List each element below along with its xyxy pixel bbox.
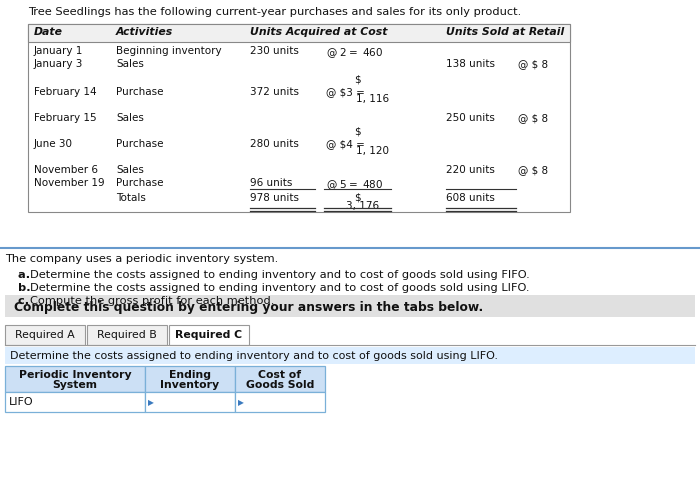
Text: Sales: Sales — [116, 59, 144, 69]
Text: Units Sold at Retail: Units Sold at Retail — [446, 27, 564, 37]
Text: @ $4 =: @ $4 = — [326, 139, 365, 149]
Text: Goods Sold: Goods Sold — [246, 380, 314, 390]
Text: 230 units: 230 units — [250, 46, 299, 56]
Text: 1, 120: 1, 120 — [356, 146, 389, 156]
Text: 1, 116: 1, 116 — [356, 94, 389, 104]
Bar — [5, 392, 145, 412]
Text: February 15: February 15 — [34, 113, 97, 123]
Text: @ $3 =: @ $3 = — [326, 87, 365, 97]
Text: 372 units: 372 units — [250, 87, 299, 97]
Text: Determine the costs assigned to ending inventory and to cost of goods sold using: Determine the costs assigned to ending i… — [10, 351, 498, 361]
Text: $: $ — [354, 74, 360, 84]
Text: Required C: Required C — [176, 330, 243, 340]
Text: 220 units: 220 units — [446, 165, 495, 175]
Text: @ $ 8: @ $ 8 — [518, 113, 548, 123]
Text: a.: a. — [18, 270, 34, 280]
Text: Units Acquired at Cost: Units Acquired at Cost — [250, 27, 388, 37]
Bar — [5, 366, 145, 392]
Bar — [28, 24, 570, 42]
Text: November 19: November 19 — [34, 178, 104, 188]
Bar — [145, 366, 235, 392]
Text: @ $ 8: @ $ 8 — [518, 59, 548, 69]
Bar — [28, 24, 570, 212]
Text: Tree Seedlings has the following current-year purchases and sales for its only p: Tree Seedlings has the following current… — [28, 7, 522, 17]
Text: System: System — [52, 380, 97, 390]
Text: Purchase: Purchase — [116, 139, 164, 149]
Text: 608 units: 608 units — [446, 193, 495, 203]
Text: 3, 176: 3, 176 — [346, 201, 379, 211]
Text: The company uses a periodic inventory system.: The company uses a periodic inventory sy… — [5, 254, 279, 264]
Text: Determine the costs assigned to ending inventory and to cost of goods sold using: Determine the costs assigned to ending i… — [30, 283, 529, 293]
Bar — [145, 392, 235, 412]
Bar — [5, 325, 85, 345]
Text: Ending: Ending — [169, 370, 211, 380]
Text: b.: b. — [18, 283, 34, 293]
Text: Totals: Totals — [116, 193, 146, 203]
Text: Beginning inventory: Beginning inventory — [116, 46, 222, 56]
Text: Sales: Sales — [116, 165, 144, 175]
Text: Periodic Inventory: Periodic Inventory — [19, 370, 132, 380]
Text: February 14: February 14 — [34, 87, 97, 97]
Text: January 3: January 3 — [34, 59, 83, 69]
Text: ▶: ▶ — [238, 398, 244, 407]
Text: 138 units: 138 units — [446, 59, 495, 69]
Text: Cost of: Cost of — [258, 370, 302, 380]
Text: 250 units: 250 units — [446, 113, 495, 123]
Text: Required B: Required B — [97, 330, 157, 340]
Bar — [87, 325, 167, 345]
Text: $: $ — [354, 193, 360, 203]
Bar — [169, 325, 249, 345]
Text: Complete this question by entering your answers in the tabs below.: Complete this question by entering your … — [14, 301, 483, 314]
Text: Purchase: Purchase — [116, 178, 164, 188]
Bar — [235, 366, 325, 392]
Text: @ $2 = $ 460: @ $2 = $ 460 — [326, 46, 384, 60]
Text: c.: c. — [18, 296, 33, 306]
Text: November 6: November 6 — [34, 165, 98, 175]
Bar — [5, 347, 695, 364]
Text: LIFO: LIFO — [9, 397, 34, 407]
Text: 280 units: 280 units — [250, 139, 299, 149]
Text: 96 units: 96 units — [250, 178, 293, 188]
Text: Inventory: Inventory — [160, 380, 220, 390]
Text: June 30: June 30 — [34, 139, 73, 149]
Text: 978 units: 978 units — [250, 193, 299, 203]
Text: $: $ — [354, 126, 360, 136]
Text: @ $ 8: @ $ 8 — [518, 165, 548, 175]
Text: ▶: ▶ — [148, 398, 154, 407]
Text: Required A: Required A — [15, 330, 75, 340]
Text: Date: Date — [34, 27, 63, 37]
Text: Activities: Activities — [116, 27, 174, 37]
Bar — [5, 295, 695, 317]
Text: Determine the costs assigned to ending inventory and to cost of goods sold using: Determine the costs assigned to ending i… — [30, 270, 530, 280]
Text: January 1: January 1 — [34, 46, 83, 56]
Text: Purchase: Purchase — [116, 87, 164, 97]
Bar — [235, 392, 325, 412]
Text: Compute the gross profit for each method.: Compute the gross profit for each method… — [30, 296, 274, 306]
Text: @ $5 = $ 480: @ $5 = $ 480 — [326, 178, 384, 192]
Text: Sales: Sales — [116, 113, 144, 123]
